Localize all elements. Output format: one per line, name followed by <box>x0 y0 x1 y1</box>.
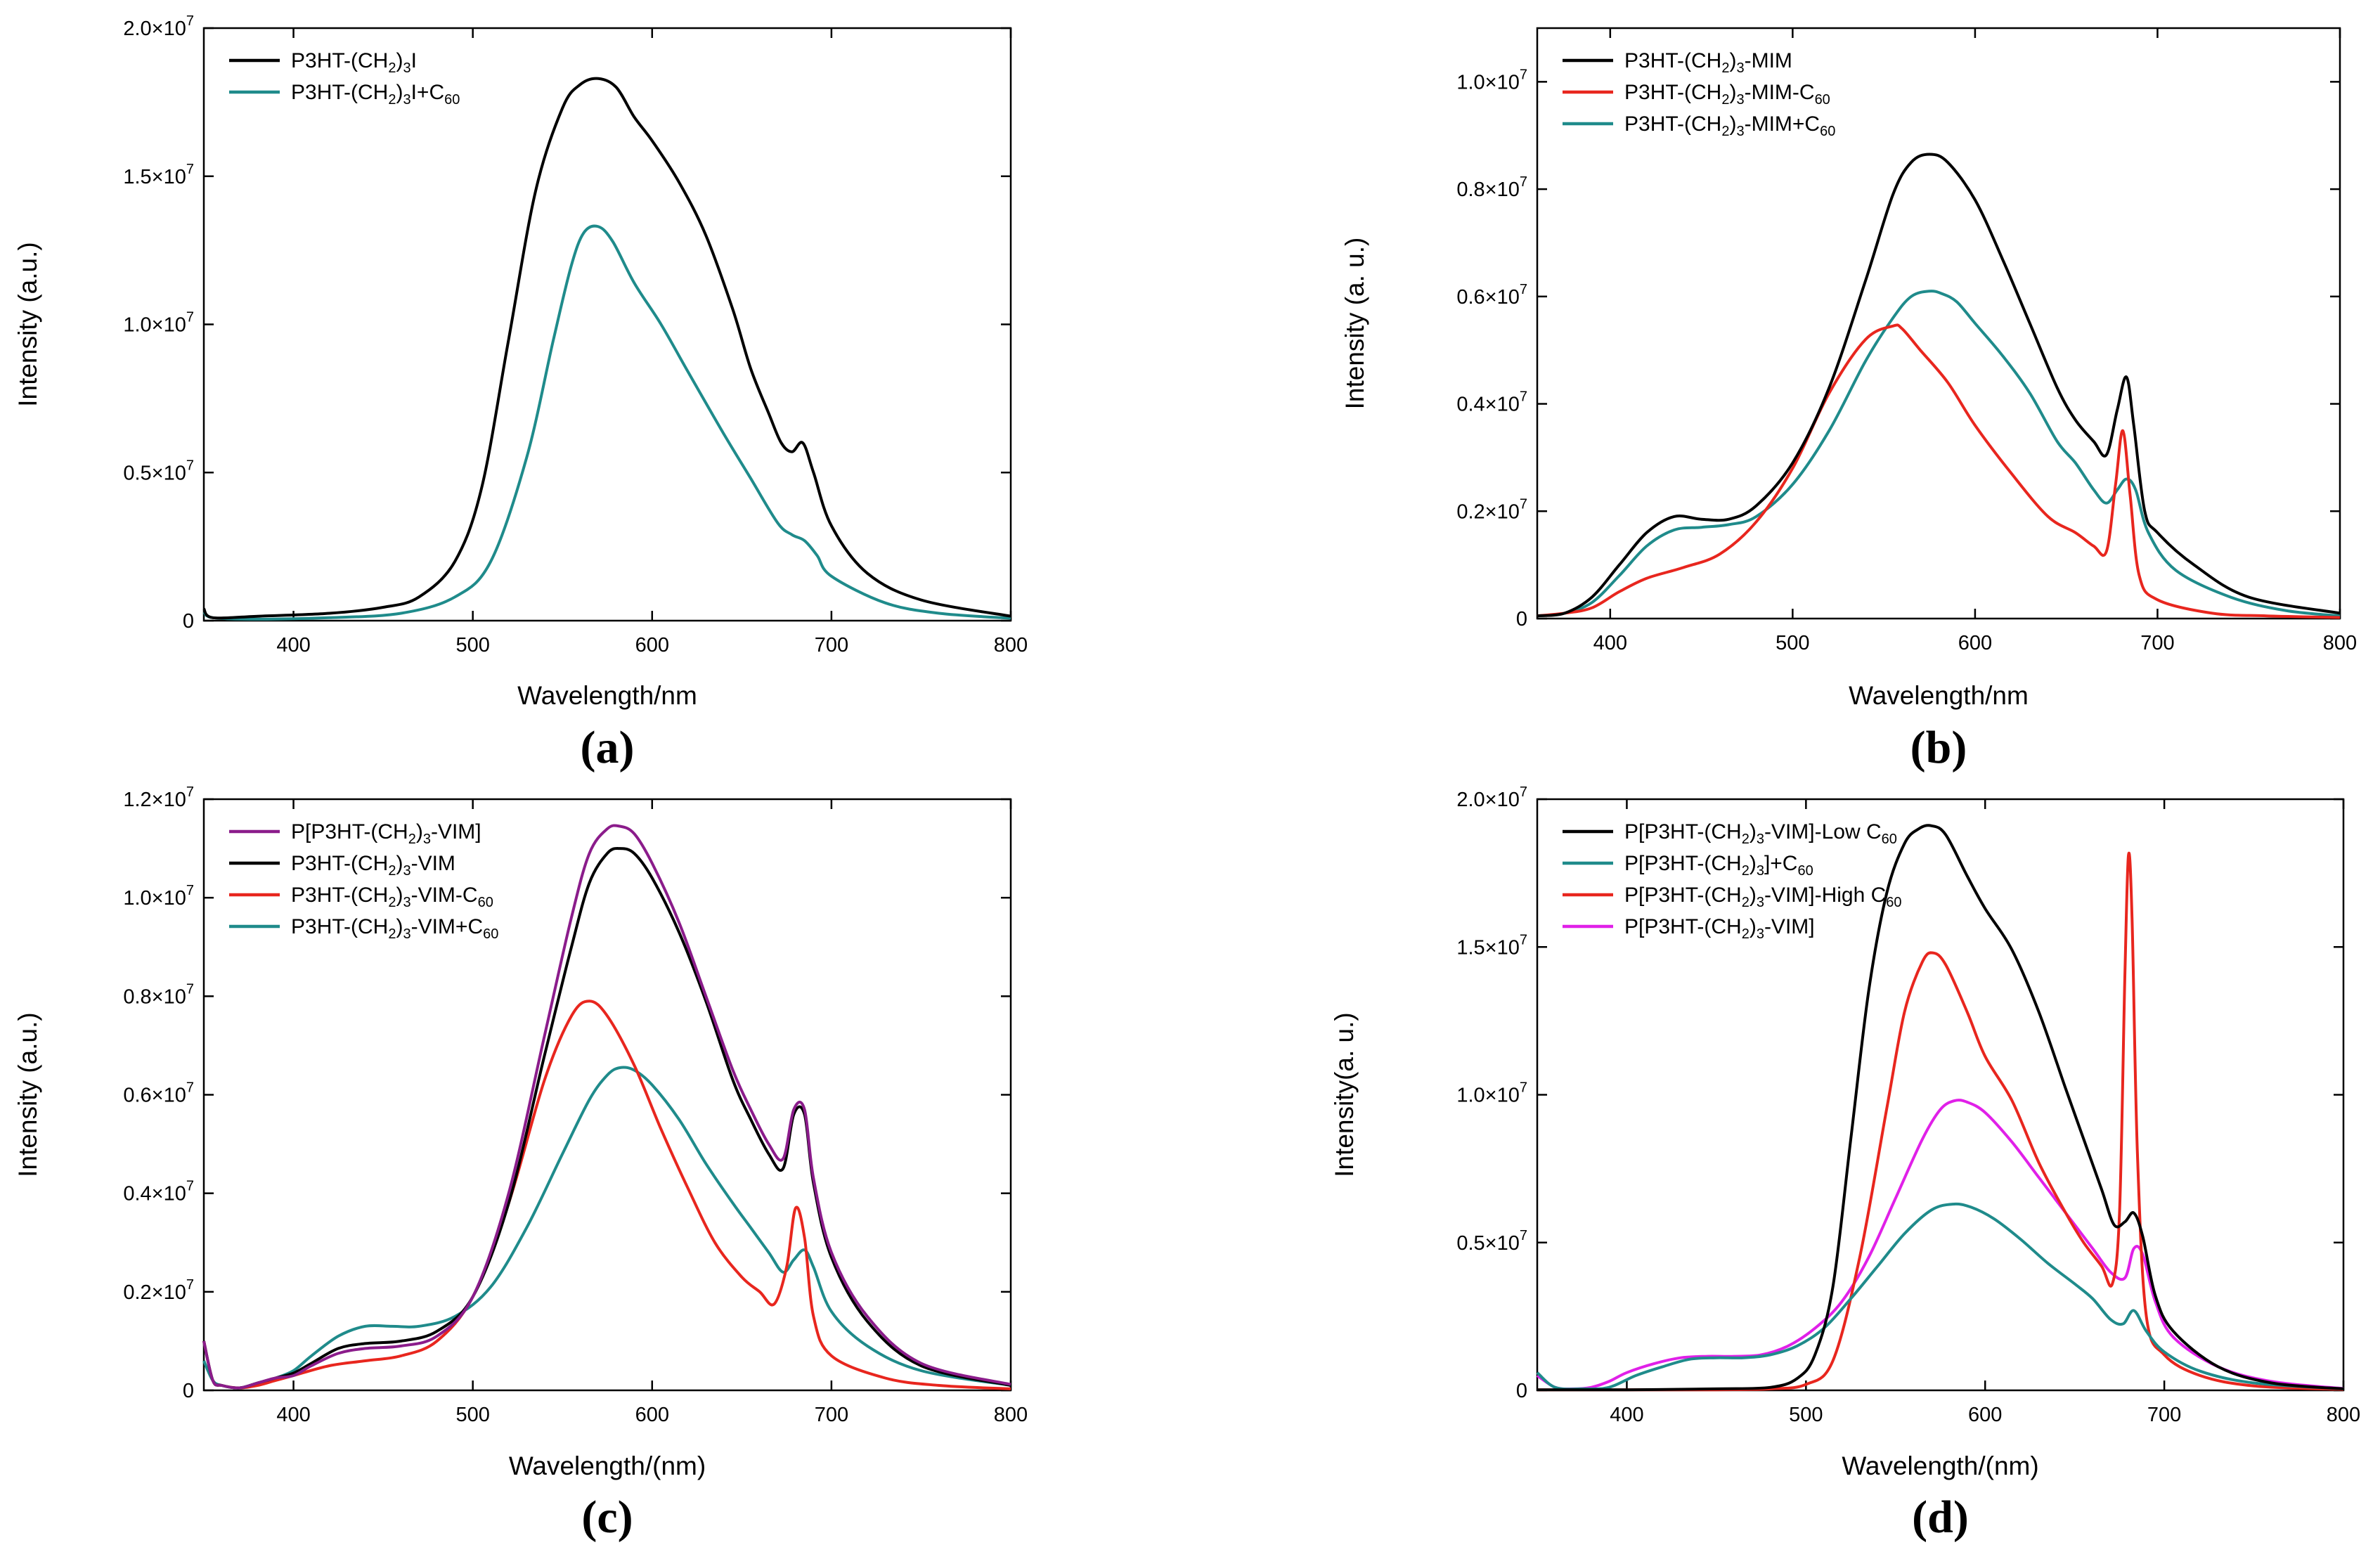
legend-entry: P[P3HT-(CH2)3-VIM] <box>1624 915 1815 942</box>
x-tick-label: 800 <box>2327 1404 2360 1426</box>
series-line <box>1537 824 2344 1392</box>
x-axis-label: Wavelength/nm <box>1849 681 2029 710</box>
x-tick-label: 500 <box>1776 632 1809 654</box>
series-line <box>202 224 1011 621</box>
series-line <box>202 1000 1011 1390</box>
legend-entry: P3HT-(CH2)3-MIM-C60 <box>1624 81 1830 108</box>
series-line <box>202 77 1011 620</box>
x-tick-label: 400 <box>276 1404 310 1426</box>
x-tick-label: 400 <box>276 634 310 657</box>
y-tick-label: 0 <box>1516 1380 1527 1402</box>
x-tick-label: 600 <box>1968 1404 2002 1426</box>
y-axis-label: Intensity(a. u.) <box>1330 1012 1359 1177</box>
series-line <box>1537 323 2341 619</box>
x-tick-label: 600 <box>635 634 669 657</box>
x-axis-label: Wavelength/nm <box>517 681 697 710</box>
y-axis-label: Intensity (a. u.) <box>1340 238 1369 410</box>
y-axis-label: Intensity (a.u.) <box>13 242 42 406</box>
legend-entry: P3HT-(CH2)3-VIM-C60 <box>291 884 493 910</box>
panel-caption: (b) <box>1910 722 1967 773</box>
panel-c: 400 500 600 700 800 0 0.2×107 0.4×107 0.6×107 0.8… <box>13 784 1028 1543</box>
plot-frame <box>202 27 1012 622</box>
y-tick-label: 0.8×107 <box>123 981 194 1008</box>
legend-entry: P3HT-(CH2)3I <box>291 49 417 76</box>
series-line <box>1536 1202 2344 1391</box>
y-tick-label: 1.0×107 <box>1456 1080 1527 1107</box>
y-tick-label: 0 <box>183 1380 194 1402</box>
y-axis-label: Intensity (a.u.) <box>13 1012 42 1177</box>
y-tick-label: 1.5×107 <box>1456 932 1527 959</box>
y-tick-label: 1.0×107 <box>123 883 194 910</box>
x-tick-label: 500 <box>1789 1404 1823 1426</box>
series-line <box>1537 290 2341 618</box>
x-tick-label: 500 <box>455 634 489 657</box>
panel-b: 400 500 600 700 800 0 0.2×107 0.4×107 0.6×107 0.8… <box>1340 27 2357 773</box>
y-tick-label: 0.2×107 <box>123 1277 194 1304</box>
series-line <box>1537 153 2341 618</box>
series-line <box>202 1066 1011 1390</box>
y-tick-label: 1.0×107 <box>1456 67 1527 93</box>
x-tick-label: 800 <box>994 634 1028 657</box>
x-tick-label: 800 <box>994 1404 1028 1426</box>
x-axis-label: Wavelength/(nm) <box>1842 1451 2038 1480</box>
legend-entry: P3HT-(CH2)3-VIM+C60 <box>291 915 498 942</box>
y-tick-label: 0.8×107 <box>1456 174 1527 201</box>
x-tick-label: 700 <box>815 634 848 657</box>
series-line <box>1536 1099 2344 1391</box>
legend-entry: P[P3HT-(CH2)3]+C60 <box>1624 852 1813 879</box>
plot-frame <box>1536 27 2341 620</box>
y-tick-label: 0.4×107 <box>1456 389 1527 416</box>
x-tick-label: 400 <box>1610 1404 1643 1426</box>
series-line <box>1537 851 2344 1392</box>
x-tick-label: 700 <box>2140 632 2174 654</box>
x-tick-label: 600 <box>635 1404 669 1426</box>
panel-caption: (a) <box>581 722 635 773</box>
legend-entry: P3HT-(CH2)3-MIM <box>1624 49 1792 76</box>
y-tick-label: 0.5×107 <box>1456 1228 1527 1255</box>
y-tick-label: 0.6×107 <box>1456 282 1527 309</box>
y-tick-label: 2.0×107 <box>123 13 194 40</box>
y-tick-label: 0.4×107 <box>123 1179 194 1205</box>
legend-entry: P3HT-(CH2)3-VIM <box>291 852 455 879</box>
y-tick-label: 0.6×107 <box>123 1080 194 1107</box>
legend-entry: P[P3HT-(CH2)3-VIM] <box>291 820 481 847</box>
y-tick-label: 1.5×107 <box>123 162 194 188</box>
panel-a: 400 500 600 700 800 0 0.5×107 1.0×107 1.5×107 2.0… <box>13 13 1028 773</box>
x-tick-label: 700 <box>2147 1404 2181 1426</box>
legend-entry: P3HT-(CH2)3-MIM+C60 <box>1624 112 1835 139</box>
x-axis-label: Wavelength/(nm) <box>509 1451 706 1480</box>
legend-entry: P[P3HT-(CH2)3-VIM]-High C60 <box>1624 884 1902 910</box>
panel-caption: (c) <box>581 1492 633 1543</box>
y-tick-label: 2.0×107 <box>1456 784 1527 811</box>
y-tick-label: 1.0×107 <box>123 310 194 337</box>
y-tick-label: 0 <box>1516 608 1527 630</box>
panel-d: 400 500 600 700 800 0 0.5×107 1.0×107 1.5×107 2.0… <box>1330 784 2360 1543</box>
x-tick-label: 600 <box>1958 632 1992 654</box>
y-tick-label: 0 <box>183 610 194 633</box>
x-tick-label: 700 <box>815 1404 848 1426</box>
x-tick-label: 500 <box>455 1404 489 1426</box>
legend-entry: P3HT-(CH2)3I+C60 <box>291 81 460 108</box>
x-tick-label: 800 <box>2323 632 2357 654</box>
y-tick-label: 0.2×107 <box>1456 496 1527 523</box>
legend-entry: P[P3HT-(CH2)3-VIM]-Low C60 <box>1624 820 1897 847</box>
y-tick-label: 1.2×107 <box>123 784 194 811</box>
y-tick-label: 0.5×107 <box>123 458 194 484</box>
x-tick-label: 400 <box>1593 632 1627 654</box>
panel-caption: (d) <box>1912 1492 1969 1543</box>
series-line <box>202 824 1011 1390</box>
